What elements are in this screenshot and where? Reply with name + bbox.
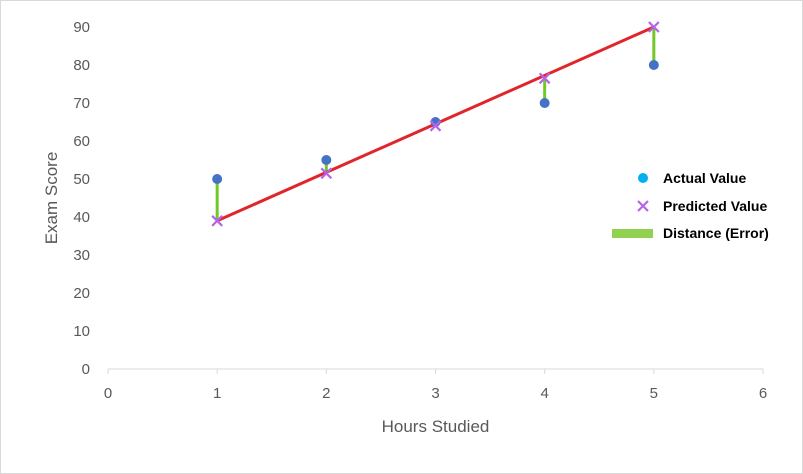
y-tick-label: 80 [73,57,90,74]
legend-label: Predicted Value [663,198,767,214]
y-axis-title: Exam Score [42,152,61,245]
actual-point [648,60,659,70]
predicted-point [429,120,442,132]
legend-marker-predicted [637,200,649,212]
actual-point [321,155,332,165]
x-tick-label: 4 [540,385,548,402]
predicted-point-stroke [648,21,660,33]
predicted-point [211,215,223,227]
x-tick-label: 0 [104,385,112,402]
legend: Actual Value Predicted Value Distance (Err… [612,170,769,241]
y-tick-label: 20 [73,285,90,302]
predicted-point [538,72,551,85]
predicted-point-stroke [320,167,333,180]
legend-marker-error [612,229,653,238]
predicted-point-stroke [211,215,223,227]
legend-label: Actual Value [663,170,746,186]
y-tick-label: 30 [73,247,90,264]
y-tick-label: 60 [73,133,90,150]
predicted-point-stroke [538,72,551,85]
predicted-point [320,167,333,180]
x-tick-label: 1 [213,385,221,402]
actual-point [539,98,550,108]
y-tick-label: 40 [73,209,90,226]
data-points [211,21,660,227]
predicted-point-stroke [429,120,442,132]
x-tick-label: 3 [431,385,439,402]
y-tick-label: 70 [73,95,90,112]
actual-point [212,174,223,184]
x-axis-title: Hours Studied [382,417,490,436]
x-tick-label: 6 [759,385,767,402]
y-tick-label: 10 [73,323,90,340]
legend-label: Distance (Error) [663,225,769,241]
y-tick-label: 90 [73,19,90,36]
x-tick-label: 5 [650,385,658,402]
x-tick-label: 2 [322,385,330,402]
predicted-point [648,21,660,33]
legend-marker-actual [638,173,648,183]
y-tick-label: 50 [73,171,90,188]
legend-marker-stroke [637,200,649,212]
y-tick-label: 0 [82,361,90,378]
